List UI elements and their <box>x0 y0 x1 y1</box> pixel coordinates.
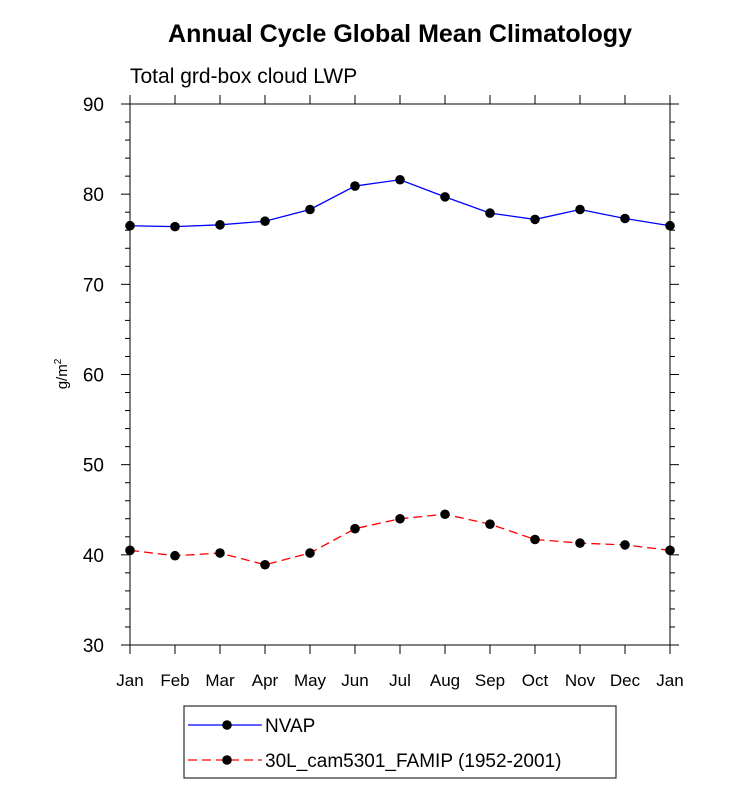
y-tick-label: 50 <box>83 456 104 477</box>
y-tick-label: 40 <box>83 546 104 567</box>
series-1-point <box>305 548 315 558</box>
series-1-point <box>485 519 495 529</box>
series-0-point <box>575 204 585 215</box>
x-tick-label: Jun <box>341 671 368 690</box>
x-tick-label: Mar <box>205 671 235 690</box>
y-tick-label: 60 <box>83 366 104 387</box>
series-1-point <box>440 509 450 520</box>
series-layer <box>125 174 675 570</box>
x-tick-label: Jan <box>116 671 143 690</box>
legend-label-0: NVAP <box>265 716 315 737</box>
x-tick-label: Feb <box>160 671 189 690</box>
series-1-point <box>215 548 225 558</box>
series-1-point <box>530 534 540 545</box>
series-0-point <box>620 213 630 224</box>
x-tick-label: Apr <box>252 671 279 690</box>
legend-label-1: 30L_cam5301_FAMIP (1952-2001) <box>265 751 561 772</box>
axes-layer: 30 40 50 60 70 80 90 Jan Feb Mar Apr May Jun Jul Aug Se… <box>83 95 684 690</box>
y-axis-label-superscript: 2 <box>53 358 64 364</box>
series-1-point <box>350 523 360 534</box>
series-1-point <box>125 545 135 556</box>
y-tick-label: 70 <box>83 275 104 296</box>
series-0-point <box>440 192 450 202</box>
x-tick-label: Dec <box>610 671 641 690</box>
series-1-point <box>575 538 585 548</box>
y-tick-label: 90 <box>83 95 104 116</box>
chart-title: Annual Cycle Global Mean Climatology <box>168 20 632 48</box>
x-tick-label: Jan <box>656 671 683 690</box>
series-0-point <box>485 208 495 218</box>
series-0-point <box>215 220 225 230</box>
series-1-point <box>665 545 675 556</box>
x-tick-label: Sep <box>475 671 505 690</box>
series-0-point <box>125 220 135 231</box>
series-0-point <box>260 216 270 227</box>
x-tick-label: Jul <box>389 671 411 690</box>
series-0-point <box>305 204 315 215</box>
series-1-point <box>395 513 405 524</box>
series-0-point <box>170 221 180 232</box>
chart-subtitle: Total grd-box cloud LWP <box>130 65 357 88</box>
y-axis-label-text: g/m <box>54 364 71 389</box>
series-0-point <box>395 174 405 185</box>
series-0-point <box>350 181 360 191</box>
y-axis-label: g/m2 <box>53 358 71 389</box>
plot-frame <box>129 103 671 646</box>
legend: NVAP 30L_cam5301_FAMIP (1952-2001) <box>188 716 561 772</box>
x-tick-label: Aug <box>430 671 460 690</box>
series-1-point <box>170 550 180 561</box>
legend-marker-1 <box>222 755 232 765</box>
series-1-point <box>620 540 630 550</box>
legend-marker-0 <box>222 720 232 730</box>
series-0-point <box>665 220 675 231</box>
series-0-point <box>530 214 540 225</box>
y-tick-label: 80 <box>83 185 104 206</box>
y-tick-label: 30 <box>83 636 104 657</box>
x-tick-label: Nov <box>565 671 596 690</box>
x-tick-label: May <box>294 671 327 690</box>
legend-box <box>183 705 617 779</box>
x-tick-label: Oct <box>522 671 549 690</box>
series-line-0 <box>129 179 671 228</box>
series-1-point <box>260 559 270 570</box>
